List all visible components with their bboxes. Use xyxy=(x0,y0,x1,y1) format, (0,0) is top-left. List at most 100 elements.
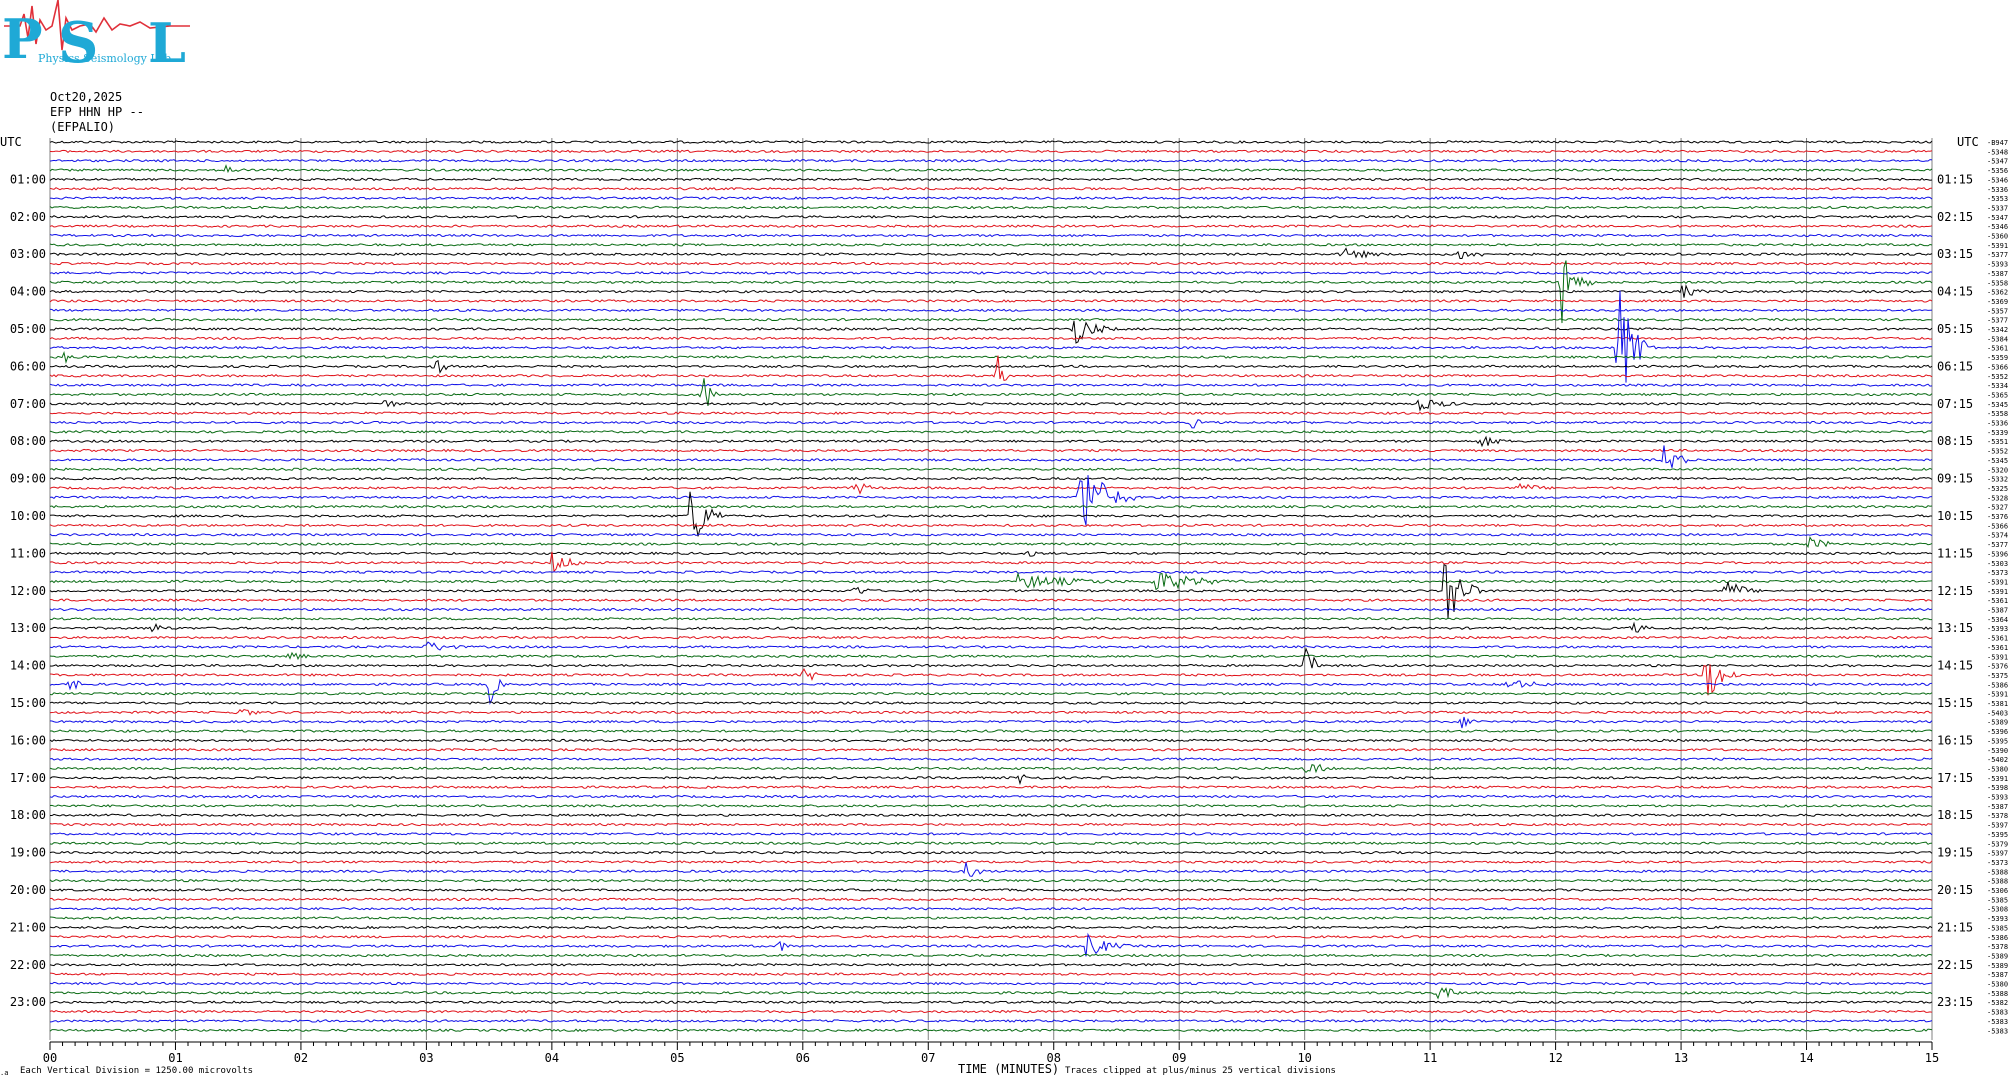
right-hour-label: 08:15 xyxy=(1937,434,1973,448)
x-tick-label: 10 xyxy=(1297,1051,1311,1065)
left-hour-label: 08:00 xyxy=(10,434,46,448)
trace-32 xyxy=(49,435,1933,448)
trace-offset-label: -5388 xyxy=(1987,878,2008,886)
trace-offset-label: -5383 xyxy=(1987,1018,2008,1026)
header-channel: EFP HHN HP -- xyxy=(50,105,144,119)
right-hour-label: 12:15 xyxy=(1937,584,1973,598)
trace-offset-label: -5380 xyxy=(1987,981,2008,989)
x-axis: 00 01 02 03 04 05 06 07 08 09 10 11 12 13 14 15 xyxy=(43,1041,1939,1065)
right-hour-label: 16:15 xyxy=(1937,733,1973,747)
trace-offset-label: -5348 xyxy=(1987,148,2008,156)
trace-offset-label: -5359 xyxy=(1987,354,2008,362)
trace-offset-label: -5391 xyxy=(1987,653,2008,661)
trace-49 xyxy=(49,598,1933,602)
trace-40 xyxy=(49,491,1933,537)
trace-89 xyxy=(49,972,1933,976)
x-tick-label: 05 xyxy=(670,1051,684,1065)
trace-offset-label: -5360 xyxy=(1987,233,2008,241)
trace-44 xyxy=(49,550,1933,557)
trace-offset-label: -5308 xyxy=(1987,906,2008,914)
x-tick-label: 11 xyxy=(1423,1051,1437,1065)
trace-offset-label: -5391 xyxy=(1987,775,2008,783)
right-hour-labels: 01:15 02:15 03:15 04:15 05:15 06:15 07:15 08:15… xyxy=(1937,172,1973,1009)
trace-29 xyxy=(49,411,1933,415)
left-hour-label: 10:00 xyxy=(10,509,46,523)
trace-85 xyxy=(49,934,1933,939)
trace-offset-label: -5389 xyxy=(1987,719,2008,727)
left-hour-label: 09:00 xyxy=(10,472,46,486)
trace-offset-label: -5393 xyxy=(1987,261,2008,269)
x-tick-label: 01 xyxy=(168,1051,182,1065)
x-tick-label: 00 xyxy=(43,1051,57,1065)
trace-51 xyxy=(49,617,1932,621)
trace-10 xyxy=(49,233,1933,238)
right-hour-label: 13:15 xyxy=(1937,621,1973,635)
trace-offset-label: -5361 xyxy=(1987,644,2008,652)
trace-offset-label: -5345 xyxy=(1987,457,2008,465)
x-tick-label: 15 xyxy=(1925,1051,1939,1065)
trace-23 xyxy=(49,351,1933,365)
left-hour-label: 04:00 xyxy=(10,285,46,299)
x-tick-label: 14 xyxy=(1799,1051,1813,1065)
trace-47 xyxy=(49,571,1933,591)
left-axis-title: UTC xyxy=(0,135,22,149)
trace-offset-label: -5320 xyxy=(1987,466,2008,474)
trace-offset-label: -5327 xyxy=(1987,504,2008,512)
trace-9 xyxy=(49,224,1933,228)
trace-81 xyxy=(49,897,1933,902)
trace-offset-label: -5389 xyxy=(1987,952,2008,960)
trace-offset-label: -5381 xyxy=(1987,700,2008,708)
trace-88 xyxy=(49,963,1933,967)
x-tick-label: 06 xyxy=(796,1051,810,1065)
trace-73 xyxy=(49,822,1933,827)
trace-67 xyxy=(49,763,1933,774)
left-hour-label: 07:00 xyxy=(10,397,46,411)
trace-45 xyxy=(49,551,1933,573)
trace-65 xyxy=(49,747,1933,752)
right-hour-label: 19:15 xyxy=(1937,846,1973,860)
trace-57 xyxy=(49,664,1933,696)
trace-53 xyxy=(49,635,1933,640)
trace-offset-label: -5390 xyxy=(1987,747,2008,755)
trace-56 xyxy=(49,647,1933,669)
trace-offset-label: -5303 xyxy=(1987,560,2008,568)
trace-offset-label: -5395 xyxy=(1987,737,2008,745)
trace-36 xyxy=(49,476,1933,481)
trace-74 xyxy=(49,832,1933,836)
trace-76 xyxy=(49,850,1933,855)
trace-68 xyxy=(49,774,1933,786)
trace-offset-label: -5358 xyxy=(1987,410,2008,418)
right-hour-label: 10:15 xyxy=(1937,509,1973,523)
trace-offset-label: -5393 xyxy=(1987,915,2008,923)
trace-offset-label: -5369 xyxy=(1987,298,2008,306)
trace-offset-label: -5391 xyxy=(1987,578,2008,586)
trace-offset-label: -5393 xyxy=(1987,794,2008,802)
trace-offset-label: -5380 xyxy=(1987,765,2008,773)
right-hour-label: 09:15 xyxy=(1937,472,1973,486)
x-tick-label: 09 xyxy=(1172,1051,1186,1065)
left-hour-label: 17:00 xyxy=(10,771,46,785)
trace-offset-label: -5365 xyxy=(1987,391,2008,399)
trace-offset-label: -5386 xyxy=(1987,681,2008,689)
trace-4 xyxy=(49,177,1933,182)
trace-95 xyxy=(49,1028,1933,1033)
trace-64 xyxy=(49,738,1933,743)
trace-offset-label: -5396 xyxy=(1987,728,2008,736)
left-hour-label: 20:00 xyxy=(10,883,46,897)
right-hour-label: 17:15 xyxy=(1937,771,1973,785)
trace-offset-label: -5387 xyxy=(1987,803,2008,811)
trace-93 xyxy=(49,1009,1933,1014)
trace-31 xyxy=(49,430,1933,434)
trace-offset-label: -5356 xyxy=(1987,167,2008,175)
trace-86 xyxy=(49,932,1933,957)
left-hour-label: 15:00 xyxy=(10,696,46,710)
trace-72 xyxy=(49,813,1933,817)
trace-offset-label: -5346 xyxy=(1987,223,2008,231)
trace-25 xyxy=(49,355,1933,382)
trace-83 xyxy=(49,916,1933,920)
trace-offset-label: -5347 xyxy=(1987,214,2008,222)
right-hour-label: 21:15 xyxy=(1937,920,1973,934)
right-hour-label: 03:15 xyxy=(1937,247,1973,261)
trace-offset-label: -5361 xyxy=(1987,345,2008,353)
trace-52 xyxy=(49,621,1933,633)
